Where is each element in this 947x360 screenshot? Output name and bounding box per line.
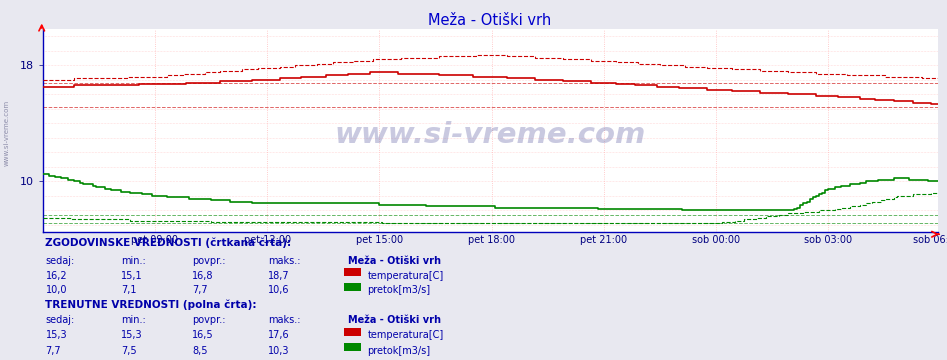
- Text: 15,3: 15,3: [45, 330, 67, 340]
- Text: temperatura[C]: temperatura[C]: [367, 330, 444, 340]
- Text: sedaj:: sedaj:: [45, 256, 75, 266]
- Text: 7,7: 7,7: [192, 285, 207, 295]
- Text: Meža - Otiški vrh: Meža - Otiški vrh: [348, 256, 441, 266]
- Text: 7,1: 7,1: [121, 285, 136, 295]
- Title: Meža - Otiški vrh: Meža - Otiški vrh: [428, 13, 552, 28]
- Text: 16,8: 16,8: [192, 271, 214, 281]
- Text: 10,0: 10,0: [45, 285, 67, 295]
- Text: 7,5: 7,5: [121, 346, 136, 356]
- Text: pretok[m3/s]: pretok[m3/s]: [367, 346, 431, 356]
- Text: min.:: min.:: [121, 256, 146, 266]
- Text: min.:: min.:: [121, 315, 146, 325]
- Text: 18,7: 18,7: [268, 271, 290, 281]
- Text: 10,6: 10,6: [268, 285, 290, 295]
- Text: 17,6: 17,6: [268, 330, 290, 340]
- Text: Meža - Otiški vrh: Meža - Otiški vrh: [348, 315, 441, 325]
- Text: povpr.:: povpr.:: [192, 315, 225, 325]
- Text: 16,2: 16,2: [45, 271, 67, 281]
- Text: maks.:: maks.:: [268, 256, 300, 266]
- Text: 15,1: 15,1: [121, 271, 143, 281]
- Text: 10,3: 10,3: [268, 346, 290, 356]
- Text: TRENUTNE VREDNOSTI (polna črta):: TRENUTNE VREDNOSTI (polna črta):: [45, 300, 257, 310]
- Text: pretok[m3/s]: pretok[m3/s]: [367, 285, 431, 295]
- Text: maks.:: maks.:: [268, 315, 300, 325]
- Text: 16,5: 16,5: [192, 330, 214, 340]
- Text: www.si-vreme.com: www.si-vreme.com: [334, 121, 646, 149]
- Text: povpr.:: povpr.:: [192, 256, 225, 266]
- Text: 15,3: 15,3: [121, 330, 143, 340]
- Text: 8,5: 8,5: [192, 346, 207, 356]
- Text: www.si-vreme.com: www.si-vreme.com: [4, 100, 9, 166]
- Text: temperatura[C]: temperatura[C]: [367, 271, 444, 281]
- Text: 7,7: 7,7: [45, 346, 61, 356]
- Text: sedaj:: sedaj:: [45, 315, 75, 325]
- Text: ZGODOVINSKE VREDNOSTI (črtkana črta):: ZGODOVINSKE VREDNOSTI (črtkana črta):: [45, 238, 292, 248]
